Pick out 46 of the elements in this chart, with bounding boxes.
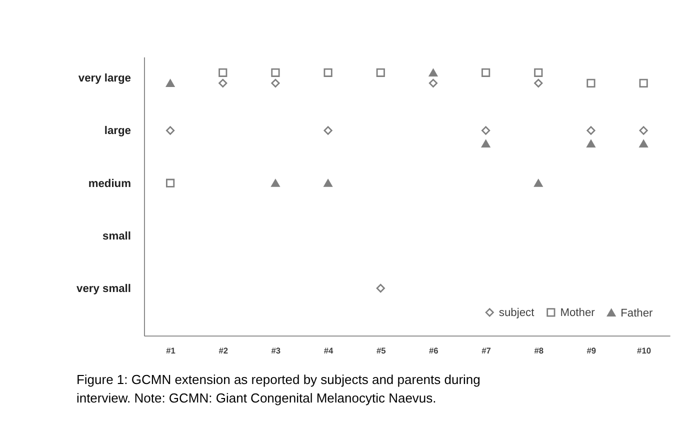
point [271, 78, 280, 88]
x-tick-label: #1 [166, 346, 176, 356]
legend-label: subject [498, 307, 536, 320]
point [428, 78, 438, 88]
x-tick-label: #3 [271, 346, 281, 356]
x-tick-label: #10 [637, 346, 652, 356]
x-tick-label: #4 [324, 346, 334, 356]
point [586, 140, 596, 148]
point [639, 140, 648, 148]
text: small [102, 230, 131, 242]
point [428, 68, 438, 76]
point [324, 179, 332, 187]
legend-label: Father [620, 307, 654, 320]
point [586, 126, 596, 135]
text: very small [76, 282, 131, 295]
point [482, 68, 490, 77]
x-tick-label: #2 [218, 346, 228, 356]
point [534, 78, 543, 88]
point [534, 179, 543, 187]
point [482, 140, 490, 148]
legend-label: Mother [560, 307, 596, 320]
point [639, 126, 648, 135]
x-tick-label: #5 [376, 346, 386, 356]
point [166, 79, 175, 87]
x-tick-label: #6 [429, 346, 439, 356]
point [324, 68, 332, 77]
x-tick-label: #7 [482, 346, 492, 356]
point [218, 68, 228, 77]
point [324, 126, 332, 135]
point [376, 68, 385, 77]
x-tick-label: #9 [586, 346, 596, 356]
point [376, 284, 385, 293]
text: Figure 1: GCMN extension as reported by subjects and parents during interview. Note: GCMN: Giant Congenital Melanocytic Naevus. [76, 372, 480, 406]
x-tick-label: #8 [534, 346, 544, 356]
point [166, 178, 175, 188]
point [166, 126, 175, 135]
point [271, 179, 280, 187]
point [271, 68, 280, 77]
point [218, 78, 228, 88]
text: very large [78, 72, 131, 85]
point [534, 68, 543, 77]
point [639, 78, 648, 88]
point [482, 126, 490, 135]
text: large [104, 125, 131, 138]
text: medium [88, 178, 132, 190]
point [586, 78, 596, 88]
